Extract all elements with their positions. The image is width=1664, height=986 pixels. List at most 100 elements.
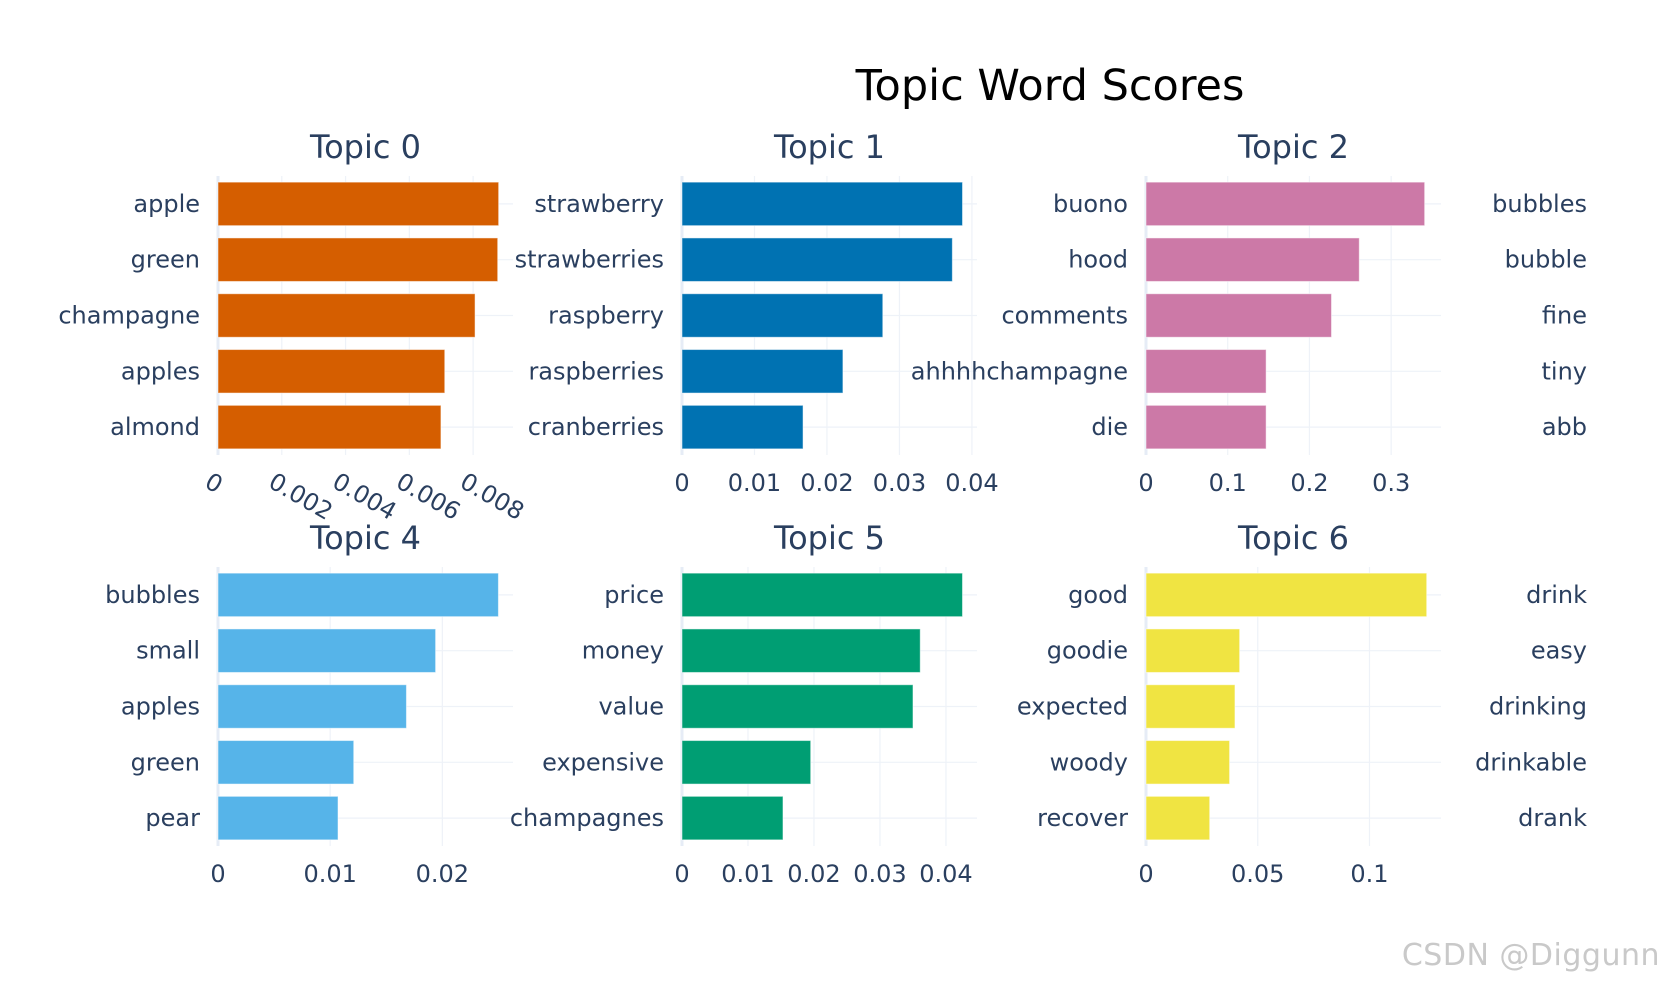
x-tick-label: 0 [200, 467, 227, 499]
x-tick-label: 0 [210, 860, 225, 888]
x-tick-label: 0 [674, 469, 689, 497]
bar-almond [217, 404, 442, 450]
y-tick-label: goodie [1047, 637, 1128, 665]
x-tick-label: 0.04 [919, 860, 972, 888]
x-tick-label: 0.2 [1290, 469, 1328, 497]
bar-ahhhhchampagne [1145, 349, 1267, 394]
bar-pear [217, 795, 339, 841]
bar-small [217, 628, 437, 673]
subplot-5: Topic 5 price money value expensive champagne… [510, 519, 977, 888]
bar-strawberries [681, 237, 953, 282]
subplot-3: bubbles bubble fine tiny abb [1492, 190, 1587, 441]
y-tick-label: champagnes [510, 804, 664, 832]
y-tick-label: apples [121, 357, 200, 385]
y-tick-label: price [604, 581, 664, 609]
y-tick-label: small [136, 637, 200, 665]
x-tick-label: 0 [1138, 469, 1153, 497]
bar-champagnes [681, 795, 784, 841]
subplot-title: Topic 6 [1237, 519, 1349, 557]
x-tick-label: 0.03 [853, 860, 906, 888]
bar-expected [1145, 684, 1236, 729]
x-tick-label: 0.01 [728, 469, 781, 497]
y-tick-label: buono [1053, 190, 1128, 218]
subplot-title: Topic 0 [309, 128, 421, 166]
subplot-2: Topic 2 buono hood comments ahhhhchampagne di… [911, 128, 1441, 497]
bar-money [681, 628, 921, 673]
bar-strawberry [681, 181, 964, 227]
bar-recover [1145, 795, 1211, 841]
y-tick-label: champagne [58, 302, 200, 330]
subplot-title: Topic 5 [773, 519, 885, 557]
x-tick-label: 0.02 [416, 860, 469, 888]
bar-price [681, 572, 963, 618]
y-tick-label: hood [1068, 246, 1128, 274]
y-tick-label: fine [1542, 302, 1587, 330]
y-tick-label: good [1068, 581, 1128, 609]
subplot-6: Topic 6 good goodie expected woody recover 0 0.… [1017, 519, 1441, 888]
bar-value [681, 684, 914, 729]
y-tick-label: woody [1050, 748, 1128, 776]
y-tick-label: tiny [1542, 357, 1588, 385]
y-tick-label: bubble [1505, 246, 1587, 274]
x-tick-label: 0 [674, 860, 689, 888]
bar-comments [1145, 293, 1332, 338]
bar-raspberries [681, 349, 844, 394]
bar-apples [217, 684, 407, 729]
y-tick-label: drank [1518, 804, 1587, 832]
y-tick-label: drinkable [1475, 748, 1587, 776]
y-tick-label: recover [1037, 804, 1128, 832]
y-tick-label: cranberries [528, 413, 664, 441]
y-tick-label: raspberries [528, 357, 664, 385]
y-tick-label: ahhhhchampagne [911, 357, 1128, 385]
x-tick-label: 0.04 [945, 469, 998, 497]
y-tick-label: die [1091, 413, 1128, 441]
y-tick-label: green [131, 748, 200, 776]
y-tick-label: pear [145, 804, 200, 832]
y-tick-label: almond [110, 413, 200, 441]
bar-good [1145, 572, 1428, 618]
y-tick-label: raspberry [548, 302, 664, 330]
subplot-title: Topic 1 [773, 128, 885, 166]
y-tick-label: comments [1001, 302, 1128, 330]
bar-green [217, 237, 499, 282]
y-tick-label: abb [1542, 413, 1587, 441]
chart-title: Topic Word Scores [855, 61, 1245, 111]
x-tick-label: 0.004 [328, 467, 402, 526]
x-tick-label: 0 [1138, 860, 1153, 888]
bar-woody [1145, 740, 1231, 785]
y-tick-label: apple [133, 190, 200, 218]
bar-die [1145, 404, 1267, 450]
x-tick-label: 0.05 [1231, 860, 1284, 888]
y-tick-label: apples [121, 693, 200, 721]
bar-cranberries [681, 404, 804, 450]
x-tick-label: 0.002 [264, 467, 338, 526]
bar-hood [1145, 237, 1360, 282]
bar-champagne [217, 293, 476, 338]
bar-buono [1145, 181, 1426, 227]
y-tick-label: drinking [1489, 693, 1587, 721]
y-tick-label: expensive [542, 748, 664, 776]
x-tick-label: 0.006 [392, 467, 466, 526]
y-tick-label: green [131, 246, 200, 274]
y-tick-label: drink [1526, 581, 1587, 609]
y-tick-label: money [582, 637, 664, 665]
bar-goodie [1145, 628, 1241, 673]
bar-bubbles [217, 572, 499, 618]
bar-apples [217, 349, 446, 394]
x-tick-label: 0.03 [873, 469, 926, 497]
y-tick-label: expected [1017, 693, 1128, 721]
watermark: CSDN @Diggunn [1401, 938, 1660, 973]
y-tick-label: value [598, 693, 664, 721]
subplot-4: Topic 4 bubbles small apples green pear 0 0.01 0… [105, 519, 513, 888]
x-tick-label: 0.02 [787, 860, 840, 888]
y-tick-label: bubbles [1492, 190, 1587, 218]
subplot-1: Topic 1 strawberry strawberries raspberry ra… [515, 128, 999, 497]
bar-expensive [681, 740, 812, 785]
subplot-title: Topic 2 [1237, 128, 1349, 166]
y-tick-label: easy [1531, 637, 1587, 665]
x-tick-label: 0.01 [303, 860, 356, 888]
subplot-7: drink easy drinking drinkable drank [1475, 581, 1587, 832]
x-tick-label: 0.008 [455, 467, 529, 526]
